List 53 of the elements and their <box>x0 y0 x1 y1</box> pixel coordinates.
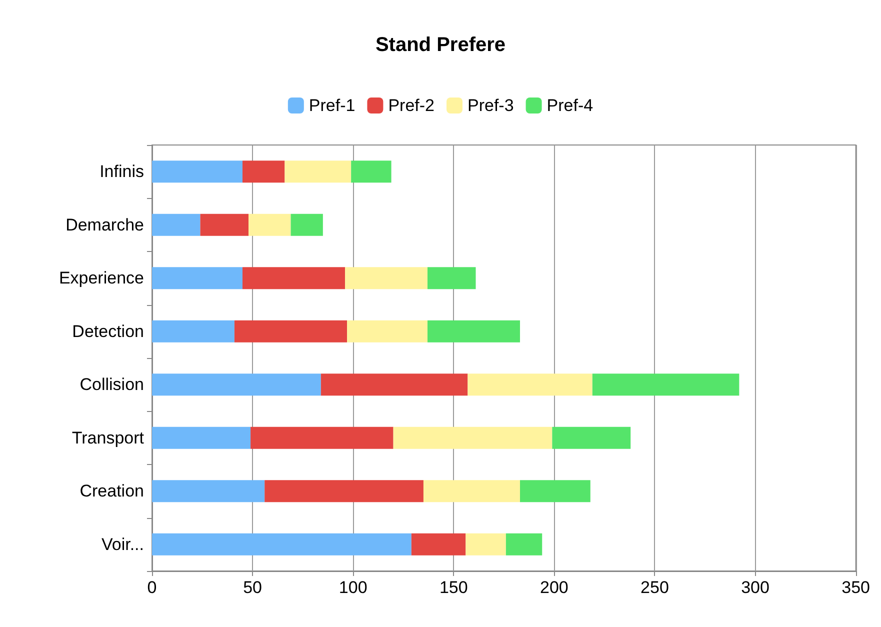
bar <box>320 374 468 396</box>
y-tick-label: Demarche <box>66 215 144 234</box>
chart-title: Stand Prefere <box>375 34 506 56</box>
bar <box>264 480 424 502</box>
y-tick-label: Experience <box>58 268 144 288</box>
bar <box>200 214 249 236</box>
bar <box>152 160 242 183</box>
x-tick-label: 250 <box>640 578 669 597</box>
bar <box>248 214 291 236</box>
bar <box>520 480 590 502</box>
bar <box>152 320 234 342</box>
bar <box>506 533 542 556</box>
bar <box>234 320 348 342</box>
x-tick-label: 300 <box>741 578 770 597</box>
bar <box>468 374 592 396</box>
y-tick-label: Detection <box>72 322 144 341</box>
bar <box>152 214 200 236</box>
legend-label: Pref-2 <box>388 96 435 115</box>
bar <box>152 374 321 396</box>
y-tick-label: Creation <box>80 482 144 501</box>
x-tick-label: 100 <box>338 578 368 597</box>
x-tick-label: 50 <box>243 578 262 597</box>
bar <box>290 214 323 236</box>
legend-label: Pref-1 <box>308 96 356 115</box>
bar <box>152 426 251 449</box>
x-tick-label: 150 <box>439 578 468 597</box>
bar <box>427 320 520 342</box>
bar <box>250 426 394 449</box>
bar <box>552 426 631 449</box>
legend-label: Pref-3 <box>468 96 514 115</box>
y-tick-label: Voir... <box>101 534 144 554</box>
y-tick-label: Collision <box>80 375 144 394</box>
bar <box>411 533 466 556</box>
bar <box>345 267 428 290</box>
bar <box>393 426 552 449</box>
bar <box>466 533 506 556</box>
bar <box>242 160 285 183</box>
bar <box>152 533 412 556</box>
bar <box>423 480 520 502</box>
bar <box>152 480 265 502</box>
bar <box>284 160 352 183</box>
bar <box>242 267 346 290</box>
x-tick-label: 200 <box>540 578 568 597</box>
bar <box>152 267 242 290</box>
bar <box>351 160 392 183</box>
legend-label: Pref-4 <box>546 96 594 115</box>
bar <box>592 374 740 396</box>
bar <box>347 320 428 342</box>
y-tick-label: Transport <box>72 428 144 448</box>
x-tick-label: 350 <box>842 578 870 597</box>
bar <box>427 267 476 290</box>
y-tick-label: Infinis <box>100 162 144 182</box>
x-tick-label: 0 <box>147 578 157 597</box>
